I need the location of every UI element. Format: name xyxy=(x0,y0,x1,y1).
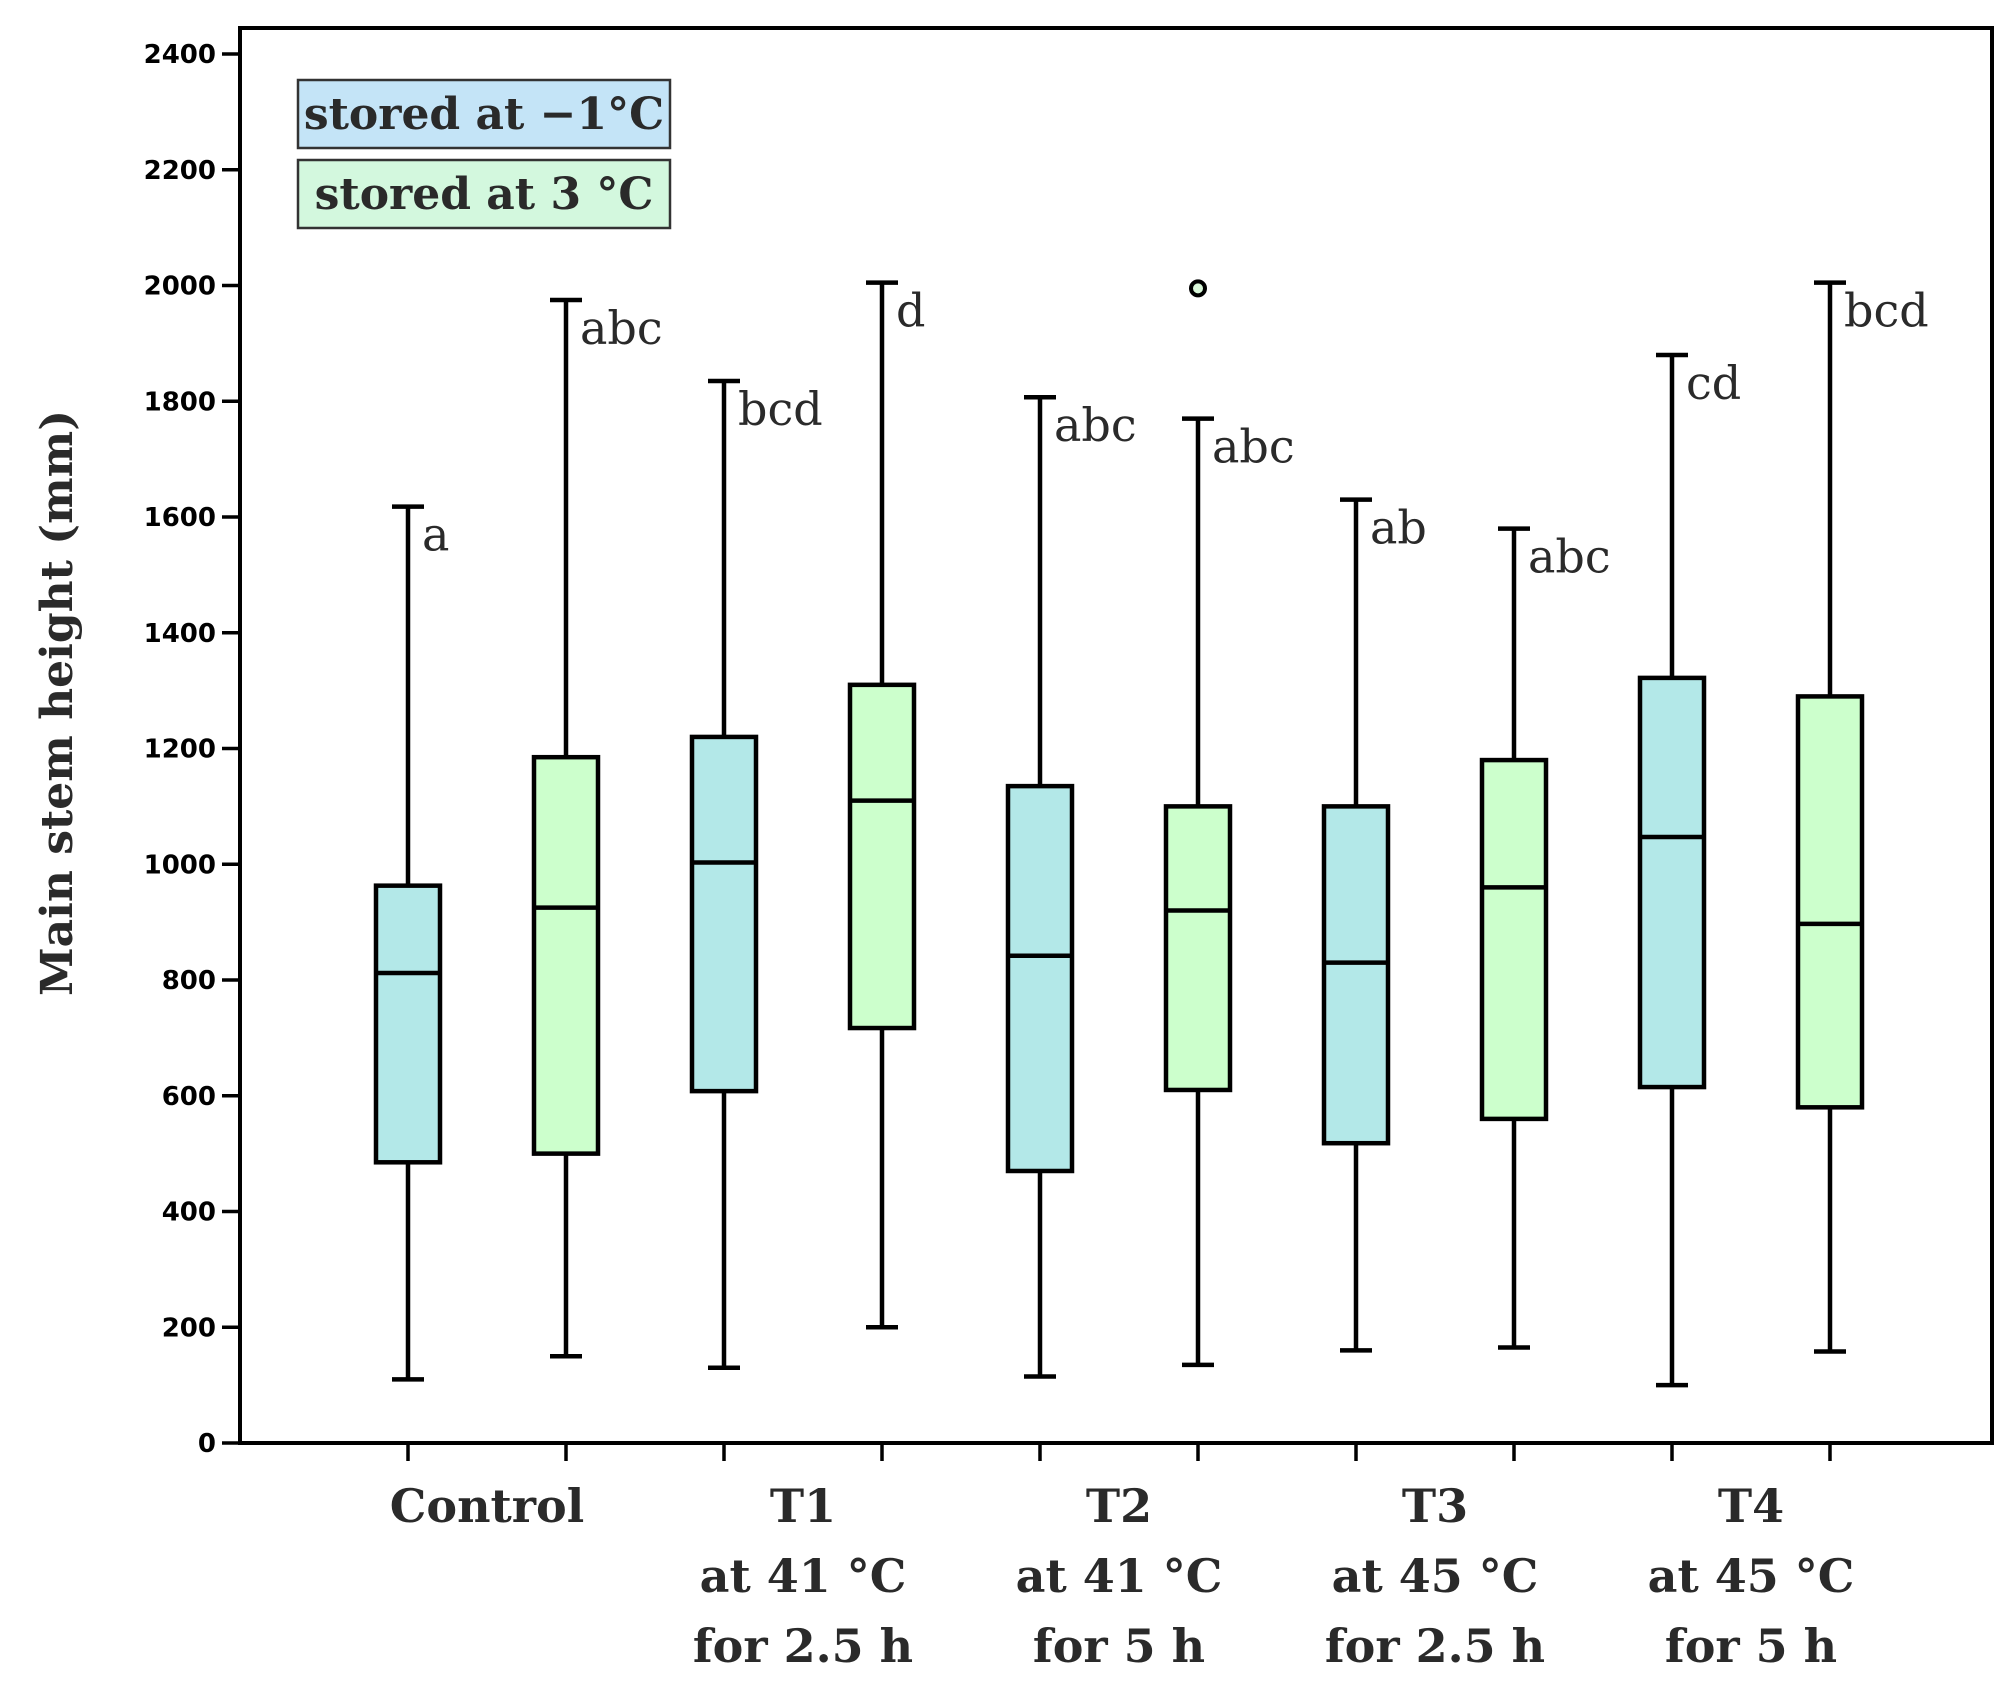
box-plot-7 xyxy=(1321,497,1391,1353)
y-tick-label: 0 xyxy=(198,1429,216,1459)
y-tick-label: 1000 xyxy=(144,850,216,880)
box-plot-10 xyxy=(1795,280,1865,1354)
x-category-label: at 41 °C xyxy=(700,1549,907,1603)
box-series xyxy=(373,279,1865,1388)
x-category-label: for 2.5 h xyxy=(693,1619,913,1673)
x-category-label: for 5 h xyxy=(1033,1619,1205,1673)
box-iqr xyxy=(1479,757,1549,1122)
significance-letter: abc xyxy=(580,301,663,355)
box-iqr xyxy=(531,754,601,1156)
x-category-label: at 45 °C xyxy=(1648,1549,1855,1603)
x-category-label: at 45 °C xyxy=(1332,1549,1539,1603)
significance-letters: a abc bcd d abc abc ab abc cd bcd xyxy=(422,284,1929,584)
legend-label: stored at 3 °C xyxy=(315,169,654,220)
significance-letter: bcd xyxy=(738,382,823,436)
x-category-label: T1 xyxy=(770,1479,836,1533)
box-plot-4 xyxy=(847,280,917,1330)
y-tick-label: 200 xyxy=(162,1313,216,1343)
significance-letter: a xyxy=(422,508,449,562)
box-iqr xyxy=(689,734,759,1094)
significance-letter: abc xyxy=(1528,530,1611,584)
significance-letter: bcd xyxy=(1844,284,1929,338)
y-tick-label: 400 xyxy=(162,1198,216,1228)
legend-swatch xyxy=(296,158,672,230)
legend-item-2: stored at 3 °C xyxy=(296,158,672,230)
y-tick-label: 2000 xyxy=(144,272,216,302)
x-axis-ticks xyxy=(406,1443,1832,1461)
y-tick-label: 1400 xyxy=(144,619,216,649)
legend: stored at −1°C stored at 3 °C xyxy=(296,78,672,230)
x-category-label: T3 xyxy=(1402,1479,1468,1533)
y-tick-label: 2400 xyxy=(144,40,216,70)
y-axis-label: Main stem height (mm) xyxy=(32,410,83,996)
legend-swatch xyxy=(296,78,672,150)
box-iqr xyxy=(1795,694,1865,1110)
y-tick-label: 800 xyxy=(162,966,216,996)
box-plot-8 xyxy=(1479,526,1549,1350)
box-iqr xyxy=(1321,804,1391,1146)
x-category-label: T2 xyxy=(1086,1479,1152,1533)
y-tick-label: 1200 xyxy=(144,735,216,765)
box-iqr xyxy=(847,682,917,1031)
box-iqr xyxy=(1005,783,1075,1174)
significance-letter: abc xyxy=(1212,420,1295,474)
x-category-label: Control xyxy=(390,1479,584,1533)
box-plot-6 xyxy=(1163,279,1233,1368)
x-category-label: for 5 h xyxy=(1665,1619,1837,1673)
box-iqr xyxy=(373,883,443,1165)
x-axis-category-labels: Control T1 at 41 °C for 2.5 h T2 at 41 °C for … xyxy=(390,1479,1855,1673)
y-tick-label: 1800 xyxy=(144,387,216,417)
significance-letter: d xyxy=(896,284,925,338)
plot-frame xyxy=(238,26,1994,1445)
box-plot-5 xyxy=(1005,394,1075,1379)
y-tick-label: 2200 xyxy=(144,156,216,186)
box-plot-9 xyxy=(1637,352,1707,1388)
axes xyxy=(238,26,1994,1445)
y-tick-label: 600 xyxy=(162,1082,216,1112)
significance-letter: cd xyxy=(1686,356,1741,410)
box-plot-3 xyxy=(689,378,759,1371)
x-category-label: for 2.5 h xyxy=(1325,1619,1545,1673)
legend-label: stored at −1°C xyxy=(304,89,664,140)
legend-item-1: stored at −1°C xyxy=(296,78,672,150)
outlier-point xyxy=(1189,279,1207,298)
y-tick-label: 1600 xyxy=(144,503,216,533)
x-category-label: at 41 °C xyxy=(1016,1549,1223,1603)
box-iqr xyxy=(1163,804,1233,1093)
box-iqr xyxy=(1637,675,1707,1090)
x-category-label: T4 xyxy=(1718,1479,1784,1533)
significance-letter: ab xyxy=(1370,501,1427,555)
box-plot-1 xyxy=(373,504,443,1382)
significance-letter: abc xyxy=(1054,398,1137,452)
y-axis-ticks: 0 200 400 600 800 1000 1200 1400 1600 1800 2000 220… xyxy=(144,40,240,1459)
box-plot-2 xyxy=(531,297,601,1359)
